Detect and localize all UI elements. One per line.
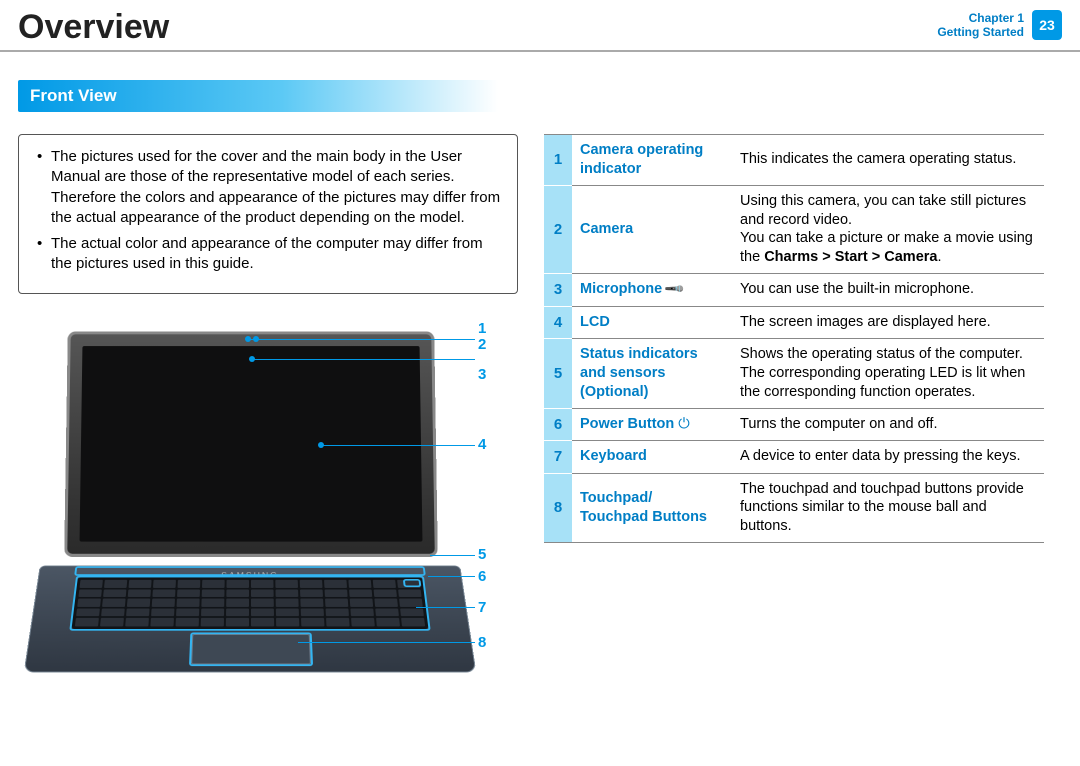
chapter-line-2: Getting Started [937, 25, 1024, 39]
part-description: You can use the built-in microphone. [732, 274, 1044, 307]
part-name: Microphone🎤 [572, 274, 732, 307]
part-description: The screen images are displayed here. [732, 306, 1044, 339]
callout-line [430, 555, 475, 557]
part-number: 3 [544, 274, 572, 307]
callout-number: 3 [478, 366, 486, 383]
note-item: The actual color and appearance of the c… [37, 234, 501, 275]
power-icon: ⏻ [678, 416, 689, 432]
table-row: 5Status indicators and sensors (Optional… [544, 339, 1044, 409]
chapter-line-1: Chapter 1 [937, 11, 1024, 25]
header-divider [0, 50, 1080, 52]
part-name: Touchpad/ Touchpad Buttons [572, 473, 732, 543]
part-number: 4 [544, 306, 572, 339]
content-columns: The pictures used for the cover and the … [0, 134, 1080, 692]
part-description: Using this camera, you can take still pi… [732, 185, 1044, 273]
callout-number: 6 [478, 568, 486, 585]
part-name: Power Button⏻ [572, 408, 732, 441]
callout-number: 8 [478, 634, 486, 651]
parts-table: 1Camera operating indicatorThis indicate… [544, 134, 1044, 543]
part-number: 2 [544, 185, 572, 273]
callout-line [428, 576, 475, 578]
part-name: Keyboard [572, 441, 732, 474]
part-description: A device to enter data by pressing the k… [732, 441, 1044, 474]
highlight-status-bar [74, 566, 426, 576]
part-description: Shows the operating status of the comput… [732, 339, 1044, 409]
section-heading: Front View [18, 80, 498, 112]
callout-number: 2 [478, 336, 486, 353]
part-name: LCD [572, 306, 732, 339]
part-number: 6 [544, 408, 572, 441]
page-title: Overview [18, 8, 169, 47]
table-row: 7KeyboardA device to enter data by press… [544, 441, 1044, 474]
part-name: Status indicators and sensors (Optional) [572, 339, 732, 409]
table-row: 3Microphone🎤You can use the built-in mic… [544, 274, 1044, 307]
table-row: 6Power Button⏻Turns the computer on and … [544, 408, 1044, 441]
page-header: Overview Chapter 1 Getting Started 23 [0, 0, 1080, 50]
table-row: 8Touchpad/ Touchpad ButtonsThe touchpad … [544, 473, 1044, 543]
laptop-base: SAMSUNG [24, 565, 477, 672]
part-description: This indicates the camera operating stat… [732, 135, 1044, 186]
highlight-power-button [403, 579, 422, 587]
part-description: The touchpad and touchpad buttons provid… [732, 473, 1044, 543]
callout-number: 7 [478, 599, 486, 616]
callout-number: 5 [478, 546, 486, 563]
right-column: 1Camera operating indicatorThis indicate… [544, 134, 1044, 692]
part-name: Camera [572, 185, 732, 273]
laptop-diagram: SAMSUNG 1 2 3 4 5 [18, 322, 518, 692]
part-number: 7 [544, 441, 572, 474]
part-name: Camera operating indicator [572, 135, 732, 186]
note-item: The pictures used for the cover and the … [37, 147, 501, 228]
page-number-badge: 23 [1032, 10, 1062, 40]
callout-line [298, 642, 475, 644]
part-number: 5 [544, 339, 572, 409]
table-row: 1Camera operating indicatorThis indicate… [544, 135, 1044, 186]
left-column: The pictures used for the cover and the … [18, 134, 518, 692]
callout-number: 4 [478, 436, 486, 453]
callout-number: 1 [478, 320, 486, 337]
table-row: 2CameraUsing this camera, you can take s… [544, 185, 1044, 273]
laptop-screen [80, 346, 423, 542]
chapter-block: Chapter 1 Getting Started 23 [937, 10, 1062, 40]
callout-line [321, 445, 475, 447]
callout-line [252, 359, 475, 361]
notes-box: The pictures used for the cover and the … [18, 134, 518, 294]
part-number: 1 [544, 135, 572, 186]
highlight-touchpad [189, 632, 313, 666]
callout-line [250, 339, 475, 341]
chapter-text: Chapter 1 Getting Started [937, 11, 1024, 40]
highlight-keyboard [69, 575, 430, 630]
part-number: 8 [544, 473, 572, 543]
microphone-icon: 🎤 [663, 278, 686, 301]
part-description: Turns the computer on and off. [732, 408, 1044, 441]
table-row: 4LCDThe screen images are displayed here… [544, 306, 1044, 339]
notes-list: The pictures used for the cover and the … [37, 147, 501, 275]
callout-line [416, 607, 475, 609]
